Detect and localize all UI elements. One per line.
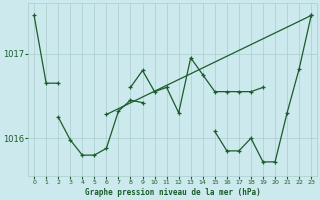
X-axis label: Graphe pression niveau de la mer (hPa): Graphe pression niveau de la mer (hPa) xyxy=(85,188,260,197)
